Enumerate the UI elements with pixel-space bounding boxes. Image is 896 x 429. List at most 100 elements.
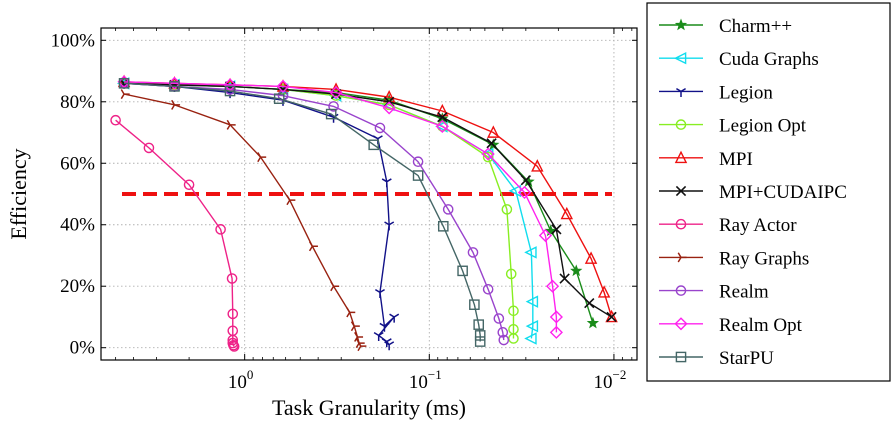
data-point	[560, 206, 574, 220]
series-mpi	[117, 74, 618, 323]
legend-marker	[675, 351, 687, 363]
data-point	[228, 341, 240, 352]
data-point	[551, 224, 562, 235]
data-point	[597, 285, 611, 298]
series-line	[124, 82, 395, 346]
legend-marker	[674, 317, 688, 331]
legend-item: Charm++	[659, 16, 792, 37]
data-point	[467, 247, 479, 258]
data-point	[525, 295, 539, 308]
data-point	[531, 159, 544, 172]
legend-label: Cuda Graphs	[719, 49, 819, 70]
data-point	[276, 79, 290, 93]
x-tick-label: 10−2	[594, 367, 627, 393]
data-point	[325, 108, 337, 120]
legend-label: Ray Actor	[719, 215, 797, 236]
x-tick-exponent: −1	[428, 367, 442, 382]
legend-item: MPI	[659, 149, 753, 170]
data-point	[486, 138, 497, 149]
series-realm-opt	[117, 75, 563, 339]
data-point	[517, 185, 532, 200]
data-point	[570, 264, 583, 277]
legend-marker	[675, 119, 687, 130]
y-axis-label: Efficiency	[6, 148, 31, 239]
data-point	[437, 121, 448, 132]
legend-box	[646, 2, 891, 382]
legend-item: Ray Graphs	[659, 248, 809, 269]
data-point	[374, 288, 385, 298]
data-point	[469, 299, 480, 310]
data-point	[412, 156, 424, 168]
data-point	[544, 224, 557, 237]
y-tick-label: 20%	[60, 276, 95, 297]
data-point	[328, 101, 339, 112]
data-point	[382, 101, 396, 115]
legend: Charm++ Cuda Graphs Legion Legion Opt MPI MPI…	[646, 2, 891, 382]
legend-marker	[675, 218, 687, 230]
series-realm	[118, 78, 510, 346]
legend-label: StarPU	[719, 348, 774, 369]
series-line	[123, 93, 362, 347]
data-point	[482, 283, 494, 295]
legend-label: Legion	[719, 82, 773, 103]
legend-marker	[674, 18, 688, 31]
data-point	[457, 265, 468, 277]
data-point	[508, 333, 519, 344]
data-point	[118, 78, 130, 89]
series-line	[124, 82, 481, 342]
x-axis-label: Task Granularity (ms)	[272, 395, 466, 420]
series-starpu	[118, 78, 486, 347]
legend-item: Ray Actor	[659, 215, 797, 236]
legend-label: MPI	[719, 149, 753, 170]
plot-area	[100, 27, 638, 361]
data-point	[508, 305, 519, 317]
y-tick-label: 60%	[60, 153, 95, 174]
series-legion	[119, 79, 400, 351]
x-tick-exponent: −2	[613, 367, 627, 382]
legend-item: MPI+CUDAIPC	[659, 182, 847, 203]
y-tick-label: 80%	[60, 92, 95, 113]
series-line	[115, 119, 235, 347]
legend-label: MPI+CUDAIPC	[719, 182, 847, 203]
x-tick-exponent: 0	[247, 367, 254, 382]
x-tick-base: 10	[594, 372, 613, 393]
data-point	[227, 308, 239, 320]
data-point	[257, 152, 267, 163]
y-tick-label: 0%	[70, 338, 96, 359]
data-point	[559, 273, 570, 284]
legend-item: Realm Opt	[659, 315, 803, 336]
legend-marker	[673, 51, 687, 65]
legend-marker	[675, 185, 687, 197]
data-point	[329, 85, 343, 100]
series-ray-graphs	[120, 89, 367, 352]
series-line	[124, 82, 594, 324]
data-point	[605, 309, 618, 323]
data-point	[584, 297, 595, 309]
data-point	[437, 111, 448, 123]
data-point	[482, 151, 494, 163]
legend-marker	[677, 252, 687, 263]
legend-label: Legion Opt	[719, 116, 807, 137]
legend-item: StarPU	[659, 348, 774, 369]
data-point	[487, 125, 500, 138]
data-point	[346, 307, 356, 318]
data-point	[368, 139, 380, 151]
data-point	[538, 228, 553, 243]
data-point	[374, 122, 386, 134]
legend-label: Realm	[719, 282, 769, 303]
data-point	[606, 311, 617, 323]
data-point	[474, 330, 486, 341]
data-point	[520, 175, 532, 186]
data-point	[227, 334, 239, 346]
data-point	[373, 332, 384, 342]
data-point	[183, 179, 195, 191]
x-tick-base: 10	[409, 372, 428, 393]
series-group	[110, 74, 618, 352]
data-point	[384, 221, 395, 231]
x-tick-base: 10	[228, 372, 247, 393]
legend-item: Legion Opt	[659, 116, 807, 137]
series-line	[124, 81, 558, 333]
data-point	[384, 341, 395, 351]
data-point	[273, 93, 285, 105]
